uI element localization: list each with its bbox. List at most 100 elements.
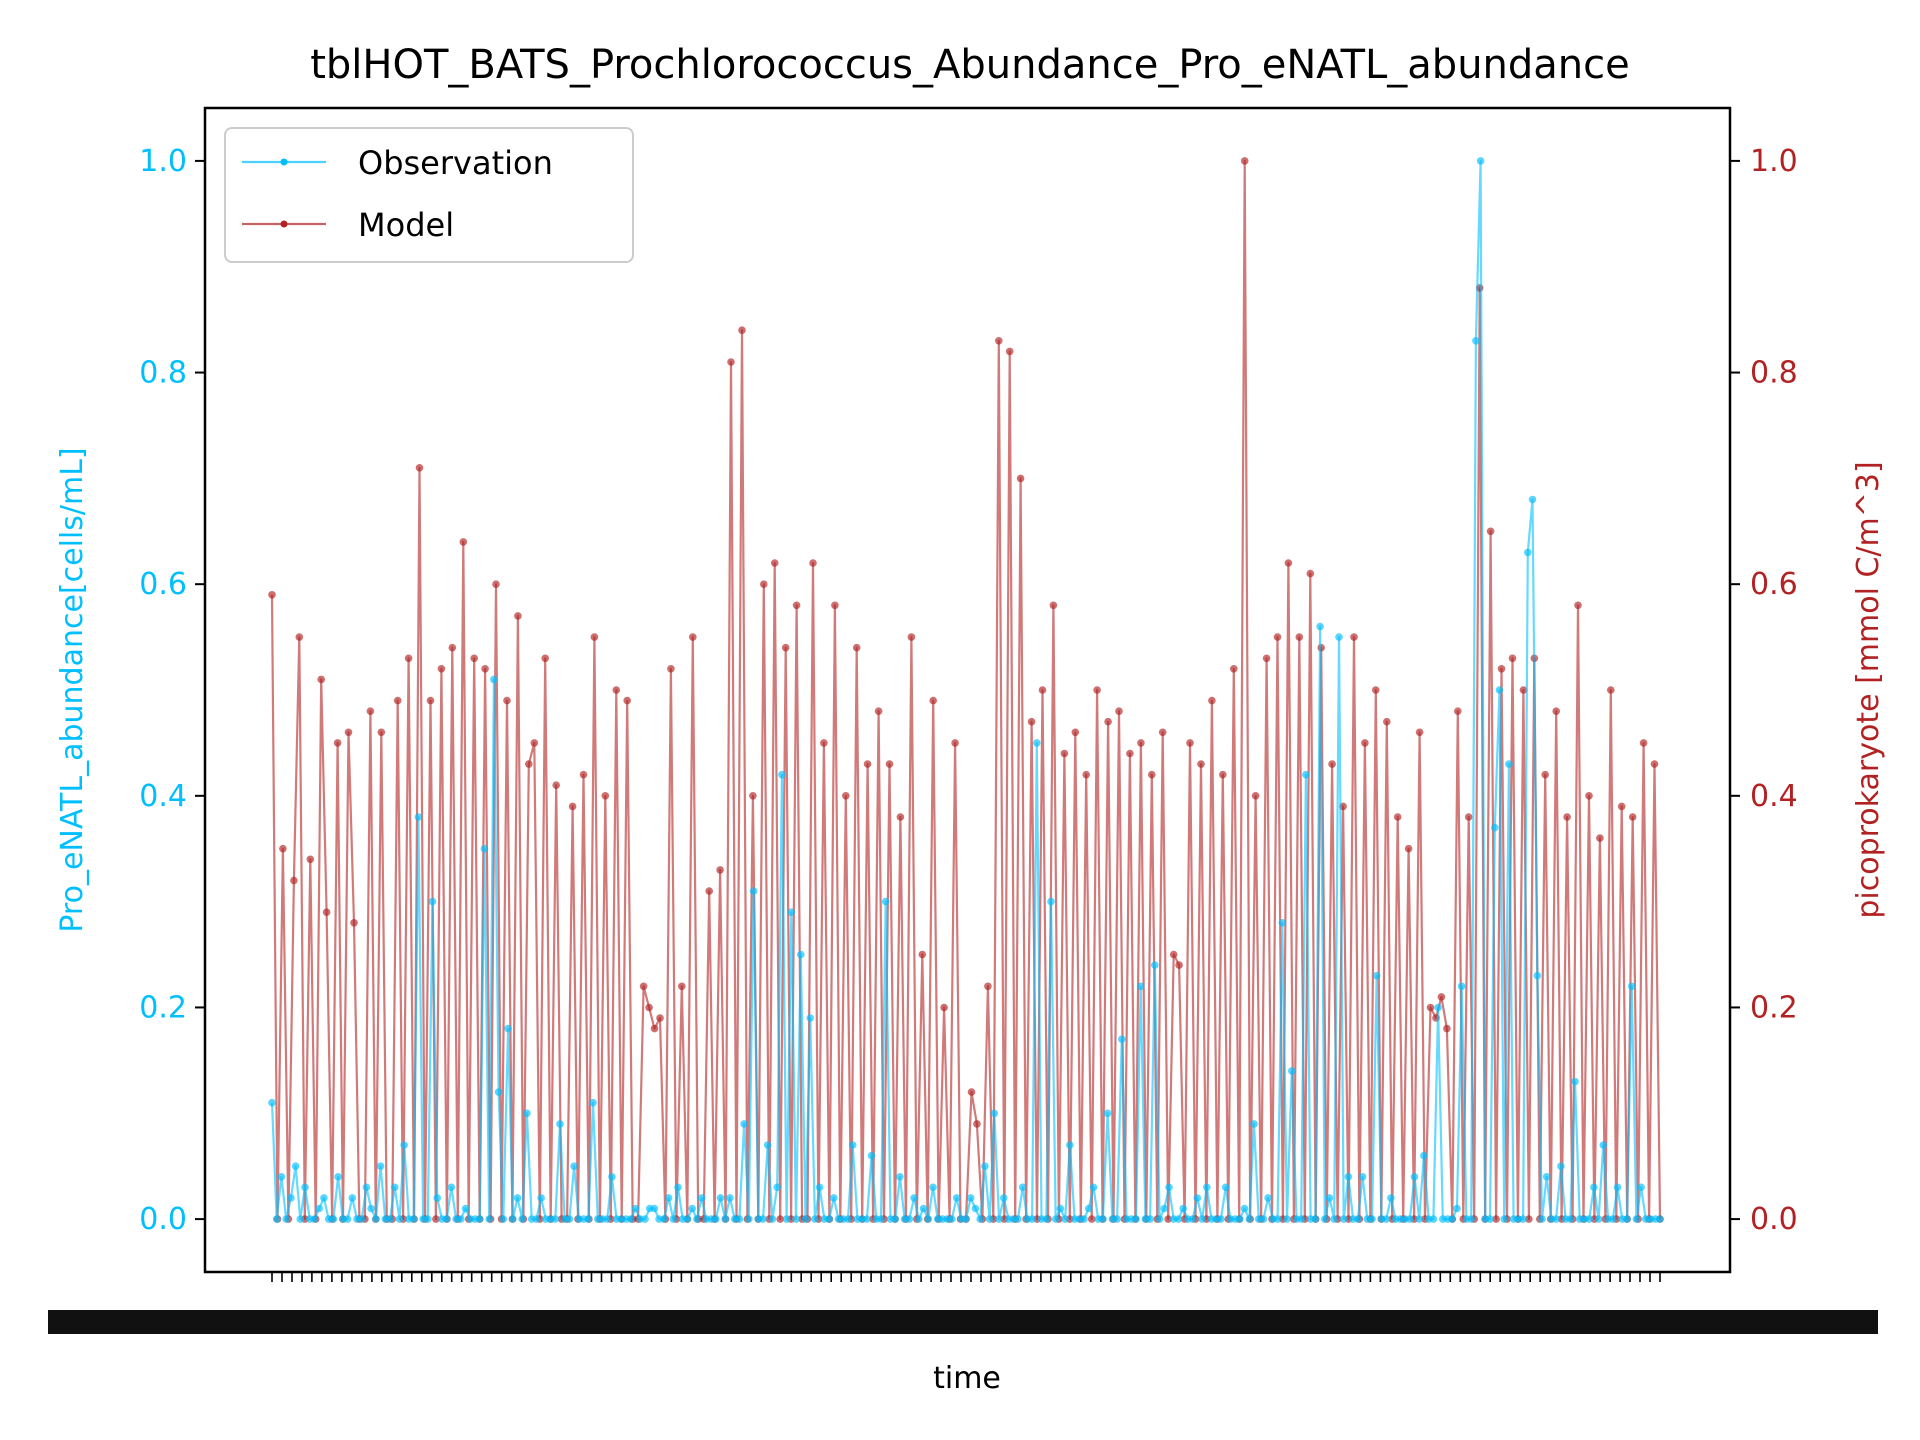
data-point-observation [797, 950, 805, 959]
data-point-model [492, 580, 500, 588]
data-point-model [1230, 665, 1238, 673]
data-point-observation [1033, 739, 1041, 747]
data-point-observation [1339, 1215, 1348, 1223]
data-point-observation [1632, 1215, 1641, 1223]
data-point-model [590, 633, 599, 641]
data-point-observation [735, 1215, 744, 1223]
data-point-observation [1000, 1194, 1008, 1202]
data-point-observation [518, 1215, 526, 1223]
y-tick-label-right: 1.0 [1750, 144, 1798, 179]
data-point-observation [1656, 1215, 1664, 1223]
data-point-model [437, 665, 446, 673]
data-point-observation [749, 887, 758, 895]
data-point-model [317, 675, 326, 684]
data-point-observation [664, 1194, 673, 1202]
legend-marker-model [280, 220, 288, 228]
data-point-observation [1590, 1183, 1598, 1192]
data-point-model [1027, 717, 1036, 726]
data-point-observation [386, 1215, 394, 1223]
data-point-observation [268, 1098, 276, 1107]
data-point-observation [395, 1215, 404, 1223]
data-point-model [1404, 844, 1413, 853]
data-point-observation [442, 1215, 451, 1223]
data-point-observation [1434, 1003, 1442, 1012]
data-point-observation [287, 1194, 295, 1202]
data-point-observation [1505, 760, 1513, 768]
data-point-observation [584, 1215, 593, 1223]
data-point-observation [1566, 1215, 1575, 1223]
data-point-model [579, 770, 588, 779]
data-point-observation [1486, 1215, 1494, 1223]
data-point-observation [1132, 1215, 1140, 1223]
data-point-observation [1047, 897, 1055, 906]
data-point-observation [1245, 1215, 1254, 1223]
y-tick-label-right: 0.0 [1750, 1202, 1798, 1237]
data-point-model [940, 1003, 948, 1012]
data-point-model [1328, 760, 1336, 768]
data-point-observation [1476, 157, 1485, 165]
data-point-observation [504, 1024, 512, 1033]
data-point-observation [1358, 1173, 1367, 1181]
data-point-model [781, 643, 790, 652]
data-point-model [322, 908, 331, 916]
data-point-model [525, 760, 533, 768]
data-point-observation [532, 1215, 541, 1223]
data-point-observation [726, 1194, 734, 1202]
data-point-observation [990, 1109, 999, 1118]
data-point-observation [1472, 337, 1480, 345]
data-point-observation [929, 1183, 937, 1192]
data-point-observation [815, 1183, 824, 1192]
data-point-model [1284, 559, 1293, 567]
data-point-model [1164, 1215, 1172, 1223]
data-point-model [481, 665, 489, 673]
data-point-observation [1372, 971, 1381, 980]
data-point-observation [1174, 1215, 1183, 1223]
data-point-model [995, 337, 1003, 345]
data-point-observation [1165, 1183, 1173, 1192]
data-point-observation [409, 1215, 418, 1223]
data-point-model [1262, 654, 1271, 663]
data-point-model [1137, 739, 1145, 747]
data-point-model [1251, 792, 1260, 800]
data-point-model [541, 654, 549, 663]
data-point-observation [1118, 1035, 1126, 1043]
data-point-observation [367, 1204, 375, 1213]
chart-title: tblHOT_BATS_Prochlorococcus_Abundance_Pr… [310, 42, 1630, 88]
data-point-observation [1420, 1151, 1428, 1160]
data-point-model [639, 982, 648, 991]
data-point-observation [1311, 1215, 1320, 1223]
data-point-model [1219, 770, 1227, 779]
data-point-model [749, 792, 757, 800]
data-point-model [678, 982, 686, 991]
data-point-observation [966, 1194, 975, 1202]
y-tick-label-right: 0.8 [1750, 356, 1798, 391]
data-point-observation [1533, 971, 1542, 980]
data-point-model [1087, 1215, 1096, 1223]
data-point-model [907, 633, 916, 641]
data-point-model [1295, 633, 1304, 641]
data-point-observation [272, 1215, 281, 1223]
y-axis-label-left: Pro_eNATL_abundance[cells/mL] [55, 447, 90, 932]
data-point-observation [1188, 1215, 1197, 1223]
data-point-observation [1151, 961, 1159, 969]
data-point-observation [1406, 1215, 1414, 1223]
data-point-observation [513, 1194, 522, 1202]
data-point-observation [1221, 1183, 1230, 1192]
data-point-observation [1410, 1173, 1419, 1181]
data-point-model [1306, 569, 1315, 578]
data-point-model [831, 601, 839, 610]
data-point-model [1005, 347, 1014, 356]
data-point-model [1415, 728, 1424, 737]
data-point-model [738, 326, 746, 335]
data-point-observation [1217, 1215, 1225, 1223]
data-point-observation [490, 675, 498, 684]
data-point-observation [759, 1215, 767, 1223]
data-point-model [1639, 739, 1648, 747]
data-point-model [568, 802, 577, 811]
data-point-observation [1061, 1215, 1069, 1223]
data-point-observation [867, 1151, 876, 1160]
data-point-observation [627, 1215, 635, 1223]
data-point-observation [1495, 686, 1504, 694]
data-point-model [1240, 157, 1249, 165]
data-point-observation [1325, 1194, 1334, 1202]
